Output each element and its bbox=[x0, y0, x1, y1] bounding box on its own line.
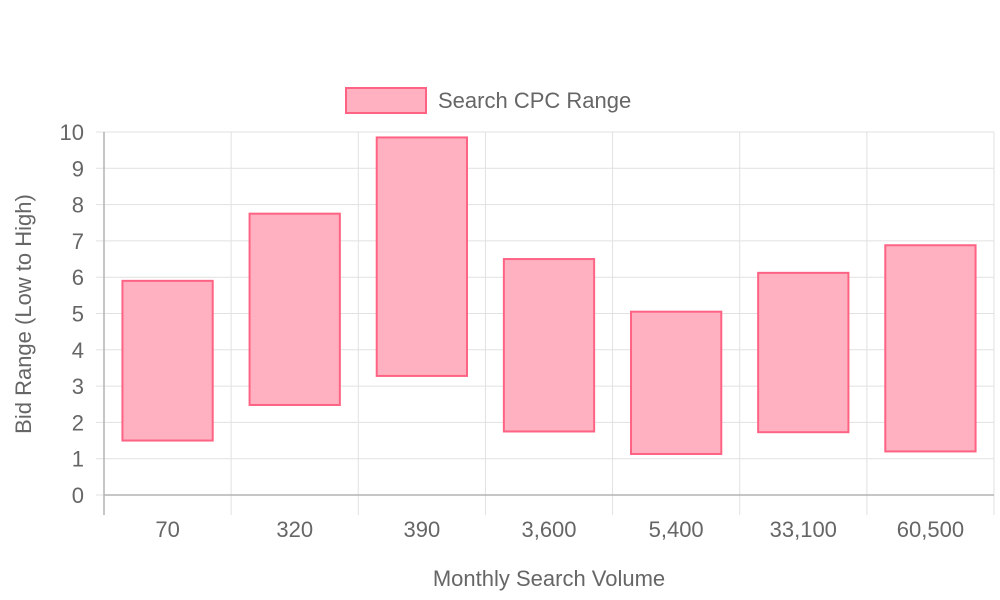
x-tick-label: 33,100 bbox=[770, 517, 837, 542]
bar[interactable] bbox=[121, 279, 214, 442]
legend[interactable]: Search CPC Range bbox=[345, 87, 631, 114]
bar[interactable] bbox=[884, 244, 977, 453]
y-tick-label: 6 bbox=[72, 265, 84, 290]
y-tick-label: 8 bbox=[72, 193, 84, 218]
x-tick-label: 390 bbox=[403, 517, 440, 542]
x-tick-label: 5,400 bbox=[649, 517, 704, 542]
bar[interactable] bbox=[630, 310, 723, 455]
x-tick-label: 70 bbox=[155, 517, 179, 542]
bar[interactable] bbox=[502, 258, 596, 433]
y-tick-label: 9 bbox=[72, 156, 84, 181]
y-tick-label: 7 bbox=[72, 229, 84, 254]
bars bbox=[121, 136, 977, 455]
y-tick-label: 5 bbox=[72, 302, 84, 327]
tick-labels: 0 1 2 3 4 5 6 7 8 9 10 70 320 390 3,600 5,400 33,100 60,5… bbox=[60, 120, 965, 542]
legend-label[interactable]: Search CPC Range bbox=[438, 88, 631, 113]
x-axis-title: Monthly Search Volume bbox=[433, 566, 665, 591]
legend-swatch[interactable] bbox=[345, 87, 427, 114]
axes bbox=[103, 132, 994, 515]
x-tick-label: 3,600 bbox=[521, 517, 576, 542]
bar[interactable] bbox=[757, 271, 850, 434]
x-tick-label: 320 bbox=[276, 517, 313, 542]
bar[interactable] bbox=[375, 136, 468, 377]
y-tick-label: 3 bbox=[72, 374, 84, 399]
y-tick-label: 4 bbox=[72, 338, 84, 363]
y-tick-label: 2 bbox=[72, 410, 84, 435]
y-tick-label: 10 bbox=[60, 120, 84, 145]
bar[interactable] bbox=[248, 212, 341, 406]
y-tick-label: 0 bbox=[72, 483, 84, 508]
y-tick-label: 1 bbox=[72, 447, 84, 472]
x-tick-label: 60,500 bbox=[897, 517, 964, 542]
y-axis-title: Bid Range (Low to High) bbox=[11, 194, 36, 434]
